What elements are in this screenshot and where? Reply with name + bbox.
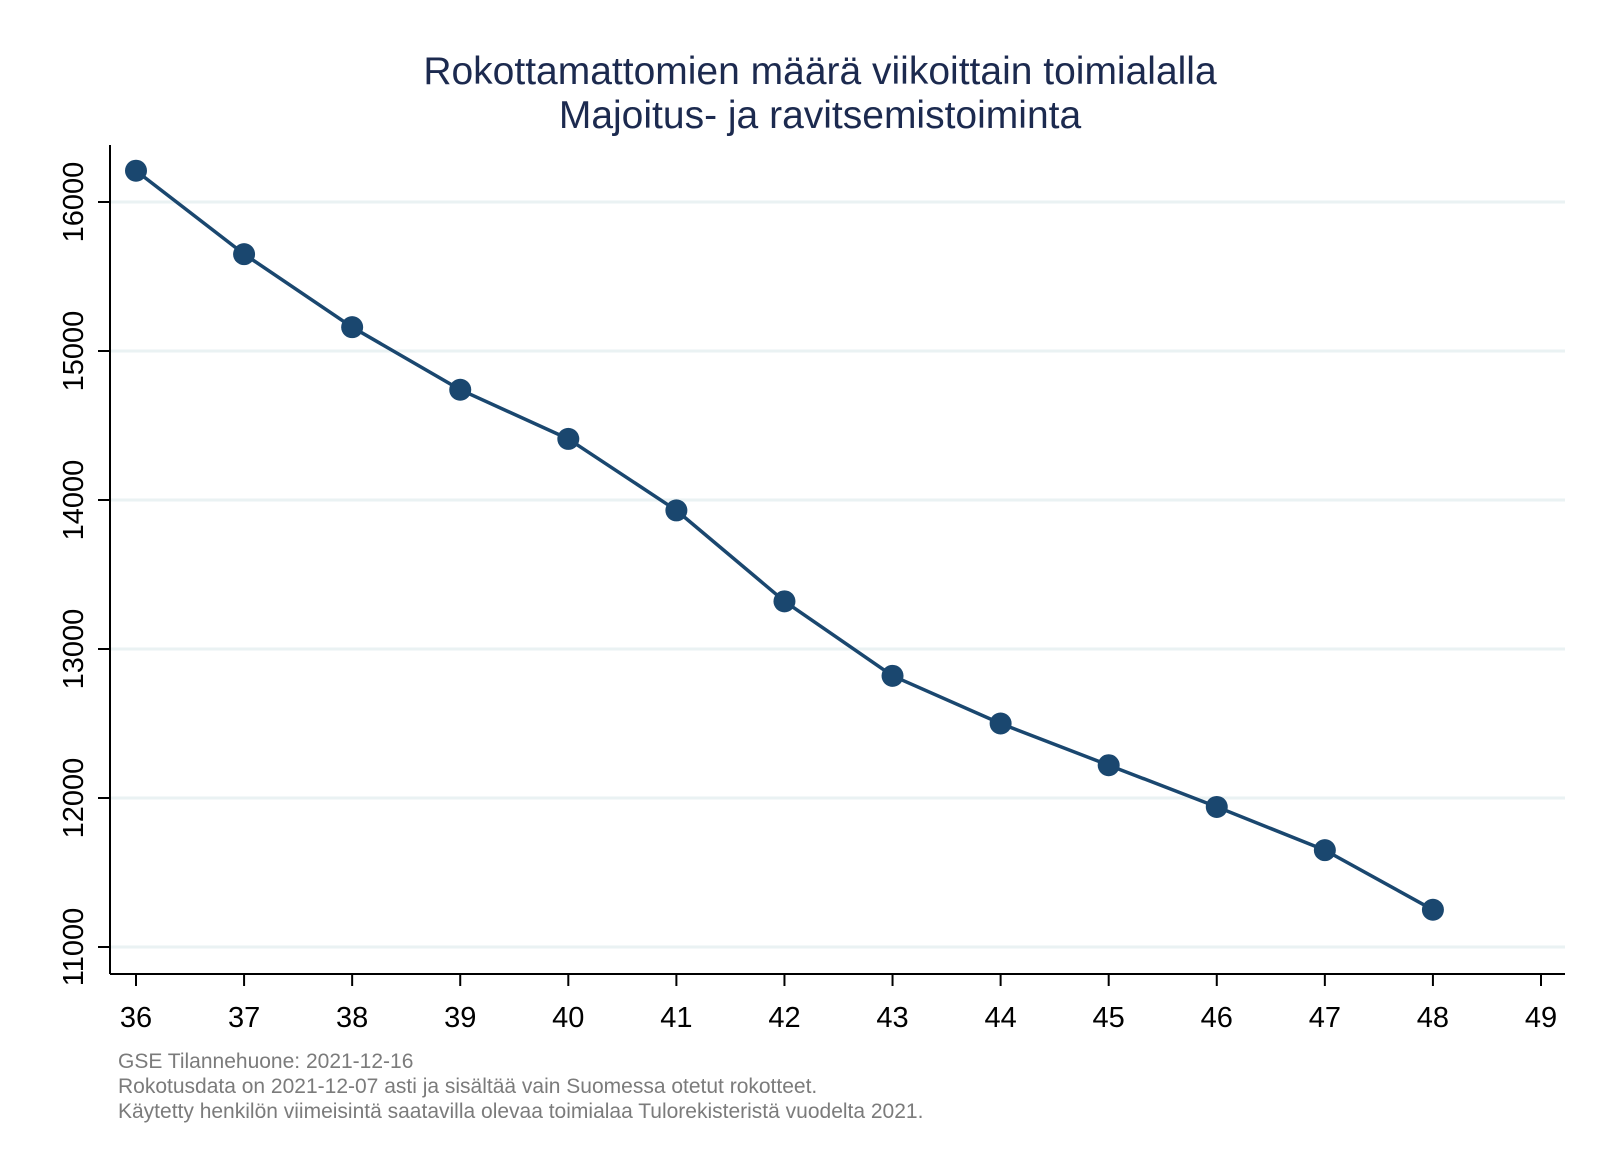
x-tick-label: 37 (228, 1002, 260, 1034)
data-point (557, 427, 580, 450)
data-point (1097, 754, 1120, 777)
plot-area (125, 159, 1444, 921)
x-tick-label: 44 (984, 1002, 1016, 1034)
x-tick-label: 46 (1201, 1002, 1233, 1034)
y-tick-label: 12000 (58, 758, 90, 839)
x-tick-label: 45 (1093, 1002, 1125, 1034)
data-point (1313, 839, 1336, 862)
y-tick-label: 11000 (58, 908, 90, 987)
x-tick-label: 42 (768, 1002, 800, 1034)
chart-subtitle: Majoitus- ja ravitsemistoiminta (559, 94, 1082, 137)
data-point (989, 712, 1012, 735)
data-point (125, 159, 147, 182)
note-line-3: Käytetty henkilön viimeisintä saatavilla… (118, 1100, 923, 1123)
y-tick-label: 14000 (58, 460, 90, 541)
x-tick-label: 39 (444, 1002, 476, 1034)
data-point (449, 378, 472, 401)
note-line-1: GSE Tilannehuone: 2021-12-16 (118, 1050, 413, 1073)
x-tick-label: 49 (1525, 1002, 1557, 1034)
chart-title: Rokottamattomien määrä viikoittain toimi… (423, 50, 1217, 93)
x-tick-label: 48 (1417, 1002, 1449, 1034)
x-axis: 36 37 38 39 40 41 42 43 44 45 46 47 48 49 (120, 974, 1557, 1034)
data-point (233, 243, 256, 266)
y-axis: 11000 12000 13000 14000 15000 16000 (58, 162, 110, 987)
x-tick-label: 43 (876, 1002, 908, 1034)
y-tick-label: 13000 (58, 609, 90, 690)
data-point (665, 499, 688, 522)
x-tick-label: 41 (660, 1002, 692, 1034)
data-point (1205, 795, 1228, 818)
note-line-2: Rokotusdata on 2021-12-07 asti ja sisält… (118, 1075, 817, 1098)
x-tick-label: 36 (120, 1002, 152, 1034)
data-point (1421, 898, 1444, 921)
gridlines (110, 200, 1565, 949)
data-point (341, 316, 364, 339)
data-point (773, 590, 796, 613)
x-tick-label: 47 (1309, 1002, 1341, 1034)
y-tick-label: 15000 (58, 311, 90, 392)
x-tick-label: 38 (336, 1002, 368, 1034)
x-tick-label: 40 (552, 1002, 584, 1034)
data-point (881, 664, 904, 687)
y-tick-label: 16000 (58, 162, 90, 243)
